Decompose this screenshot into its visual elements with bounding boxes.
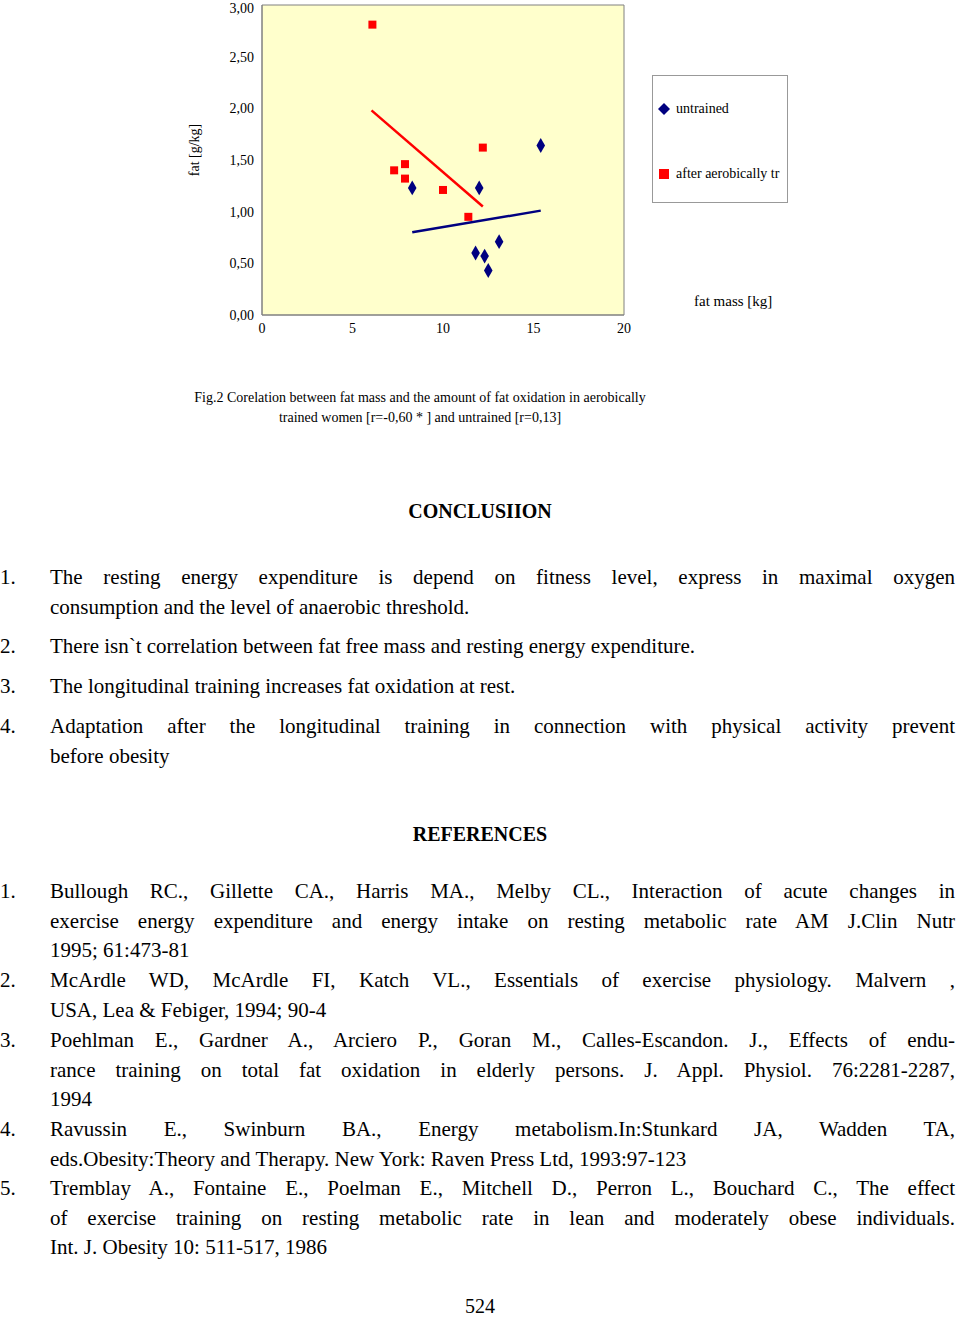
- html-text:before obesity: before obesity: [50, 743, 170, 768]
- html-text:Poehlman E., Gardner A., Arcie: Poehlman E., Gardner A., Arciero P., Gor…: [50, 1028, 955, 1052]
- html-text:McArdle WD, McArdle FI, Katch: McArdle WD, McArdle FI, Katch VL., Essen…: [50, 968, 955, 992]
- html-text:4.: 4.: [0, 714, 16, 738]
- html-text:1995; 61:473-81: 1995; 61:473-81: [50, 938, 190, 962]
- html-text:Int. J. Obesity 10: 511-517, 1: Int. J. Obesity 10: 511-517, 1986: [50, 1235, 327, 1259]
- html-text:eds.Obesity:Theory and Therapy: eds.Obesity:Theory and Therapy. New York…: [50, 1146, 687, 1171]
- html-text:fat [g/kg]: fat [g/kg]: [187, 123, 202, 177]
- html-text:Tremblay A., Fontaine E., Poel: Tremblay A., Fontaine E., Poelman E., Mi…: [50, 1176, 955, 1200]
- html-text:2.: 2.: [0, 968, 16, 992]
- html-text:trained women [r=-0,60 * ] and: trained women [r=-0,60 * ] and untrained…: [279, 410, 561, 425]
- html-text:USA, Lea & Febiger, 1994; 90-4: USA, Lea & Febiger, 1994; 90-4: [50, 997, 327, 1022]
- svg-text:2,00: 2,00: [230, 101, 255, 116]
- html-text:524: 524: [465, 1295, 495, 1317]
- html-text:The resting energy expenditure: The resting energy expenditure is depend…: [50, 565, 955, 589]
- html-text:Fig.2 Corelation between fat m: Fig.2 Corelation between fat mass and th…: [194, 390, 646, 405]
- svg-text:20: 20: [617, 321, 631, 336]
- html-text:after aerobically tr: after aerobically tr: [676, 166, 780, 181]
- html-text:rance training on total fat ox: rance training on total fat oxidation in…: [50, 1057, 955, 1082]
- html-text:4.: 4.: [0, 1117, 16, 1141]
- html-text:1.: 1.: [0, 565, 16, 589]
- svg-text:1,50: 1,50: [230, 153, 255, 168]
- svg-text:15: 15: [527, 321, 541, 336]
- html-text:5.: 5.: [0, 1176, 16, 1200]
- html-text:1994: 1994: [50, 1087, 92, 1111]
- html-text:Ravussin E., Swinburn BA., Ene: Ravussin E., Swinburn BA., Energy metabo…: [50, 1117, 955, 1141]
- svg-text:3,00: 3,00: [230, 1, 255, 16]
- html-text:fat mass [kg]: fat mass [kg]: [694, 293, 773, 309]
- svg-text:5: 5: [349, 321, 356, 336]
- html-text:Bullough RC., Gillette CA., Ha: Bullough RC., Gillette CA., Harris MA., …: [50, 879, 955, 903]
- html-text:3.: 3.: [0, 1028, 16, 1052]
- html-text:1.: 1.: [0, 879, 16, 903]
- svg-text:0,00: 0,00: [230, 308, 255, 323]
- html-text:of exercise training on restin: of exercise training on resting metaboli…: [50, 1205, 955, 1230]
- html-text:REFERENCES: REFERENCES: [412, 823, 548, 845]
- html-text:Adaptation after the longitudi: Adaptation after the longitudinal traini…: [50, 714, 955, 738]
- html-text:3.: 3.: [0, 674, 16, 698]
- svg-text:1,00: 1,00: [230, 205, 255, 220]
- svg-text:0,50: 0,50: [230, 256, 255, 271]
- html-text:There isn`t correlation betwee: There isn`t correlation between fat free…: [50, 634, 696, 658]
- html-text:2.: 2.: [0, 634, 16, 658]
- html-text:The longitudinal training incr: The longitudinal training increases fat …: [50, 674, 516, 698]
- svg-text:2,50: 2,50: [230, 50, 255, 65]
- html-text:exercise energy expenditure an: exercise energy expenditure and energy i…: [50, 908, 955, 933]
- html-text:consumption and the level of a: consumption and the level of anaerobic t…: [50, 594, 470, 619]
- html-text:CONCLUSIION: CONCLUSIION: [408, 500, 552, 522]
- svg-text:10: 10: [436, 321, 450, 336]
- html-text:untrained: untrained: [676, 101, 729, 116]
- svg-text:0: 0: [259, 321, 266, 336]
